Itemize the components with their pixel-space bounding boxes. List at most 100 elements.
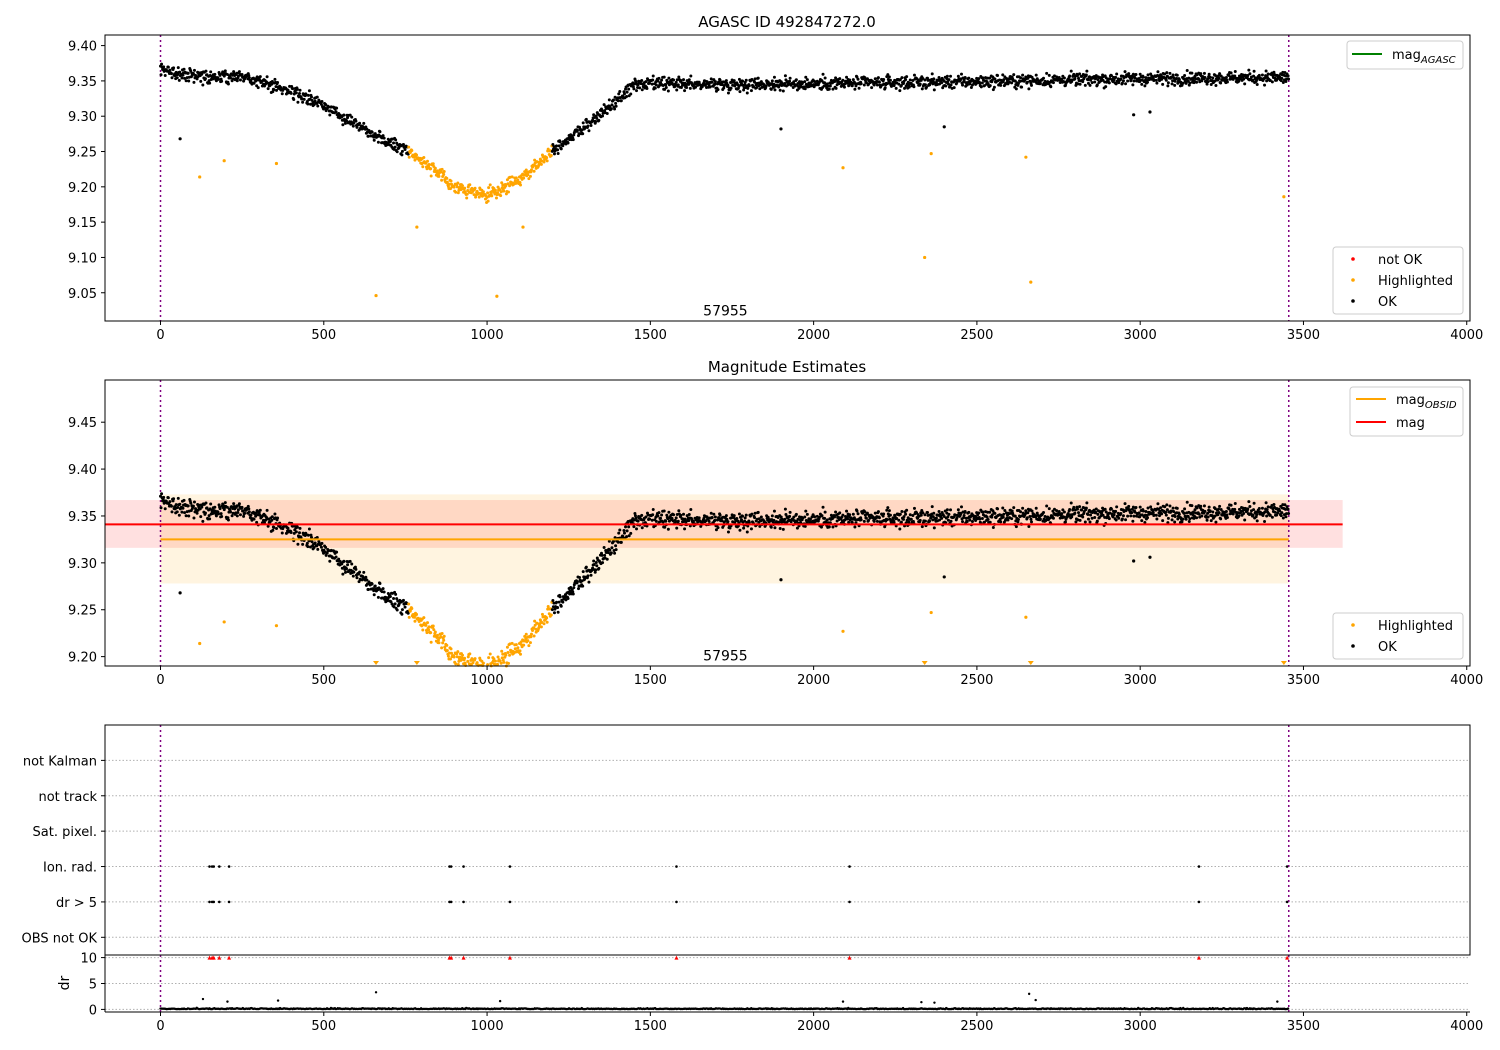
- magest-ok-point: [1186, 514, 1190, 518]
- agasc-ok-point: [672, 78, 676, 82]
- magest-ok-point: [346, 563, 350, 567]
- agasc-marker-legend: not OK Highlighted OK: [1332, 246, 1464, 315]
- agasc-ok-point: [862, 83, 866, 87]
- agasc-ok-point: [1127, 72, 1131, 76]
- agasc-highlighted-point: [477, 191, 481, 195]
- agasc-highlighted-outlier: [374, 293, 378, 298]
- magest-ok-point: [1257, 507, 1261, 511]
- magest-ok-point: [968, 518, 972, 522]
- magest-highlighted-point: [546, 604, 550, 608]
- magest-ok-point: [1117, 516, 1121, 520]
- agasc-ok-point: [797, 86, 801, 90]
- magest-ok-point: [1156, 502, 1160, 506]
- magest-ok-point: [1158, 514, 1162, 518]
- agasc-ok-point: [597, 118, 601, 122]
- magest-ok-point: [1203, 509, 1207, 513]
- magest-ok-point: [864, 516, 868, 520]
- agasc-ok-point: [923, 78, 927, 82]
- magest-ok-point: [885, 518, 889, 522]
- legend-ok: OK: [1378, 295, 1397, 310]
- magest-highlighted-point: [502, 660, 506, 664]
- agasc-ok-point: [609, 107, 613, 111]
- agasc-xtick-label: 3500: [1287, 328, 1320, 343]
- magest-ok-point: [770, 514, 774, 518]
- magest-ok-point: [885, 508, 889, 512]
- agasc-ok-point: [1229, 71, 1233, 75]
- agasc-ok-point: [882, 77, 886, 81]
- magest-ok-point: [1154, 513, 1158, 517]
- agasc-xtick-label: 4000: [1450, 328, 1483, 343]
- agasc-ok-point: [587, 129, 591, 133]
- agasc-ok-point: [186, 71, 190, 75]
- magest-ok-point: [1207, 505, 1211, 509]
- magest-ok-point: [214, 514, 218, 518]
- magest-ok-point: [1107, 517, 1111, 521]
- magest-ok-point: [561, 600, 565, 604]
- agasc-ok-point: [1120, 81, 1124, 85]
- magest-ok-point: [1209, 519, 1213, 523]
- agasc-ok-point: [977, 77, 981, 81]
- agasc-ok-point: [905, 75, 909, 79]
- agasc-ok-point: [614, 104, 618, 108]
- magest-ok-point: [1112, 513, 1116, 517]
- magest-ok-point: [298, 526, 302, 530]
- magest-ok-point: [364, 575, 368, 579]
- magest-ok-point: [324, 553, 328, 557]
- magest-clipped-marker: [921, 661, 928, 665]
- agasc-ok-point: [589, 124, 593, 128]
- magest-ok-point: [551, 598, 555, 602]
- agasc-ok-point: [1144, 76, 1148, 80]
- magest-ok-point: [1166, 521, 1170, 525]
- magest-ok-point: [366, 587, 370, 591]
- magest-highlighted-point: [450, 651, 454, 655]
- magest-ok-point: [187, 514, 191, 518]
- magest-ok-point: [1128, 508, 1132, 512]
- magest-ok-point: [1173, 514, 1177, 518]
- agasc-ok-point: [687, 78, 691, 82]
- magest-ok-point: [1265, 514, 1269, 518]
- magest-ok-point: [813, 515, 817, 519]
- agasc-ok-point: [1217, 76, 1221, 80]
- magest-highlighted-point: [435, 633, 439, 637]
- magest-ok-point: [1213, 507, 1217, 511]
- magest-ok-point: [747, 520, 751, 524]
- agasc-ytick-label: 9.20: [68, 181, 97, 196]
- magest-ok-point: [902, 515, 906, 519]
- agasc-ok-point: [266, 87, 270, 91]
- agasc-ok-point: [883, 86, 887, 90]
- agasc-ok-point: [310, 95, 314, 99]
- magnitude-marker-legend: Highlighted OK: [1332, 612, 1464, 660]
- magest-ok-point: [255, 520, 259, 524]
- magest-ok-point: [1278, 509, 1282, 513]
- agasc-ok-point: [1145, 80, 1149, 84]
- agasc-highlighted-outlier: [415, 225, 419, 229]
- agasc-highlighted-point: [542, 160, 546, 164]
- magest-ok-point: [1160, 512, 1164, 516]
- magest-ok-point: [1264, 501, 1268, 505]
- agasc-ok-point: [944, 84, 948, 88]
- magest-ok-point: [651, 507, 655, 511]
- magest-ok-point: [247, 507, 251, 511]
- magest-ok-point: [838, 511, 842, 515]
- agasc-ok-point: [903, 86, 907, 90]
- magest-highlighted-point: [463, 661, 467, 665]
- agasc-highlighted-point: [526, 173, 530, 177]
- magest-ok-point: [1121, 514, 1125, 518]
- magest-clipped-marker: [1027, 661, 1034, 665]
- magest-highlighted-outlier: [841, 629, 845, 633]
- agasc-ok-point: [1185, 69, 1189, 73]
- magest-ok-point: [272, 526, 276, 530]
- magest-ok-point: [737, 512, 741, 516]
- magest-ok-point: [1138, 505, 1142, 509]
- agasc-ytick-label: 9.10: [68, 251, 97, 266]
- agasc-ok-point: [947, 78, 951, 82]
- agasc-ok-point: [833, 80, 837, 84]
- magest-ok-point: [848, 513, 852, 517]
- magest-ok-point: [1006, 518, 1010, 522]
- agasc-ok-point: [682, 78, 686, 82]
- agasc-ok-point: [718, 78, 722, 82]
- magest-ok-point: [273, 512, 277, 516]
- magest-ok-point: [900, 510, 904, 514]
- flag-point: [675, 900, 678, 904]
- magest-ok-point: [627, 525, 631, 529]
